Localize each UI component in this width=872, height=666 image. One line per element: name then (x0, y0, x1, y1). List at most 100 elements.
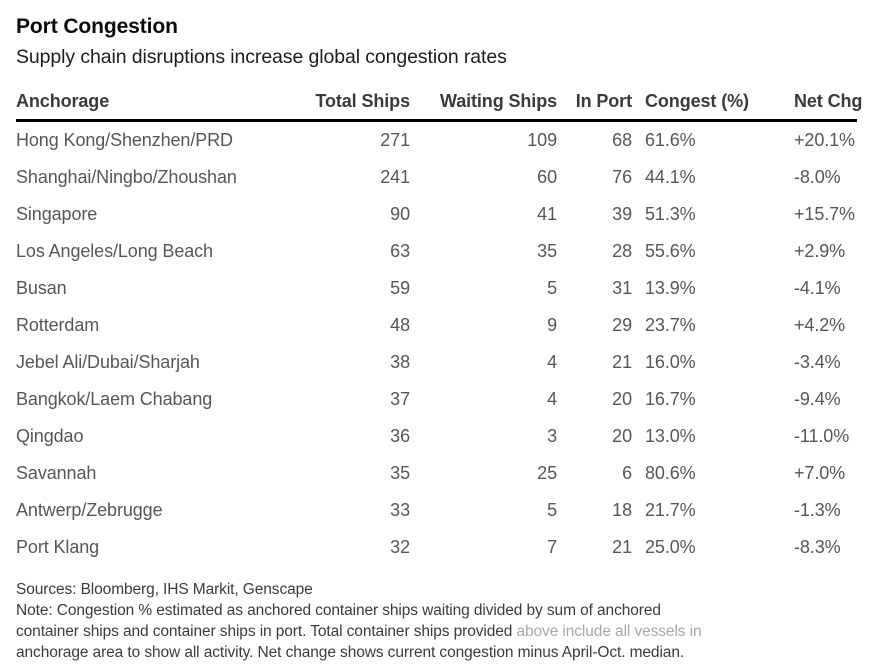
in-port-cell: 28 (612, 240, 632, 261)
anchorage-cell: Qingdao (16, 425, 84, 446)
note-line-2-faded: above include all vessels in (516, 622, 702, 640)
waiting-ships-cell: 4 (547, 388, 557, 409)
total-ships-cell: 38 (390, 351, 410, 372)
table-row: Busan 59 5 31 13.9% -4.1% (16, 270, 857, 307)
in-port-cell: 68 (612, 129, 632, 150)
footer: Sources: Bloomberg, IHS Markit, Genscape… (16, 579, 857, 663)
congest-cell: 13.9% (645, 277, 696, 298)
waiting-ships-cell: 60 (537, 166, 557, 187)
in-port-cell: 20 (612, 425, 632, 446)
note-line-2: container ships and container ships in p… (16, 621, 857, 642)
in-port-cell: 39 (612, 203, 632, 224)
table-row: Antwerp/Zebrugge 33 5 18 21.7% -1.3% (16, 492, 857, 529)
waiting-ships-cell: 41 (537, 203, 557, 224)
column-header-total-ships: Total Ships (315, 90, 410, 111)
net-chg-cell: -3.4% (794, 351, 841, 372)
anchorage-cell: Busan (16, 277, 67, 298)
congest-cell: 16.0% (645, 351, 696, 372)
anchorage-cell: Hong Kong/Shenzhen/PRD (16, 129, 233, 150)
table-row: Savannah 35 25 6 80.6% +7.0% (16, 455, 857, 492)
table-row: Los Angeles/Long Beach 63 35 28 55.6% +2.9% (16, 233, 857, 270)
anchorage-cell: Savannah (16, 462, 97, 483)
net-chg-cell: +2.9% (794, 240, 846, 261)
total-ships-cell: 271 (380, 129, 410, 150)
total-ships-cell: 59 (390, 277, 410, 298)
net-chg-cell: -4.1% (794, 277, 841, 298)
table-row: Port Klang 32 7 21 25.0% -8.3% (16, 529, 857, 566)
anchorage-cell: Bangkok/Laem Chabang (16, 388, 213, 409)
sources-text: Sources: Bloomberg, IHS Markit, Genscape (16, 580, 313, 598)
total-ships-cell: 36 (390, 425, 410, 446)
congest-cell: 55.6% (645, 240, 696, 261)
net-chg-cell: -9.4% (794, 388, 841, 409)
total-ships-cell: 33 (390, 499, 410, 520)
waiting-ships-cell: 5 (547, 277, 557, 298)
in-port-cell: 20 (612, 388, 632, 409)
total-ships-cell: 32 (390, 536, 410, 557)
in-port-cell: 21 (612, 536, 632, 557)
note-line-2-main: container ships and container ships in p… (16, 622, 517, 640)
total-ships-cell: 90 (390, 203, 410, 224)
anchorage-cell: Rotterdam (16, 314, 100, 335)
column-header-congest: Congest (%) (645, 90, 749, 111)
congest-cell: 80.6% (645, 462, 696, 483)
anchorage-cell: Singapore (16, 203, 98, 224)
column-header-waiting-ships: Waiting Ships (439, 90, 557, 111)
anchorage-cell: Los Angeles/Long Beach (16, 240, 213, 261)
waiting-ships-cell: 3 (547, 425, 557, 446)
congestion-table: Anchorage Total Ships Waiting Ships In P… (16, 82, 863, 566)
net-chg-cell: -8.3% (794, 536, 841, 557)
table-row: Singapore 90 41 39 51.3% +15.7% (16, 196, 857, 233)
table-row: Bangkok/Laem Chabang 37 4 20 16.7% -9.4% (16, 381, 857, 418)
congest-cell: 23.7% (645, 314, 696, 335)
table-row: Shanghai/Ningbo/Zhoushan 241 60 76 44.1% -8.0… (16, 159, 857, 196)
page-subtitle: Supply chain disruptions increase global… (16, 46, 507, 69)
in-port-cell: 76 (612, 166, 632, 187)
in-port-cell: 29 (612, 314, 632, 335)
anchorage-cell: Jebel Ali/Dubai/Sharjah (16, 351, 200, 372)
anchorage-cell: Shanghai/Ningbo/Zhoushan (16, 166, 237, 187)
waiting-ships-cell: 35 (537, 240, 557, 261)
in-port-cell: 21 (612, 351, 632, 372)
total-ships-cell: 63 (390, 240, 410, 261)
table-header-row: Anchorage Total Ships Waiting Ships In P… (16, 82, 863, 122)
total-ships-cell: 35 (390, 462, 410, 483)
congest-cell: 25.0% (645, 536, 696, 557)
in-port-cell: 6 (622, 462, 632, 483)
table-row: Hong Kong/Shenzhen/PRD 271 109 68 61.6% +20.1… (16, 122, 857, 159)
total-ships-cell: 48 (390, 314, 410, 335)
anchorage-cell: Antwerp/Zebrugge (16, 499, 163, 520)
column-header-net-chg: Net Chg (794, 90, 863, 111)
waiting-ships-cell: 9 (547, 314, 557, 335)
net-chg-cell: -11.0% (794, 425, 850, 446)
congest-cell: 21.7% (645, 499, 696, 520)
net-chg-cell: +7.0% (794, 462, 846, 483)
waiting-ships-cell: 25 (537, 462, 557, 483)
congest-cell: 13.0% (645, 425, 696, 446)
page-title: Port Congestion (16, 15, 178, 38)
waiting-ships-cell: 5 (547, 499, 557, 520)
net-chg-cell: -1.3% (794, 499, 841, 520)
net-chg-cell: +20.1% (794, 129, 855, 150)
waiting-ships-cell: 7 (547, 536, 557, 557)
in-port-cell: 31 (612, 277, 632, 298)
table-row: Jebel Ali/Dubai/Sharjah 38 4 21 16.0% -3.4% (16, 344, 857, 381)
congest-cell: 51.3% (645, 203, 696, 224)
net-chg-cell: +15.7% (794, 203, 855, 224)
congest-cell: 16.7% (645, 388, 696, 409)
table-row: Qingdao 36 3 20 13.0% -11.0% (16, 418, 857, 455)
in-port-cell: 18 (612, 499, 632, 520)
table-row: Rotterdam 48 9 29 23.7% +4.2% (16, 307, 857, 344)
congest-cell: 61.6% (645, 129, 696, 150)
table-body: Hong Kong/Shenzhen/PRD 271 109 68 61.6% +20.1… (16, 122, 857, 566)
total-ships-cell: 241 (380, 166, 410, 187)
column-header-anchorage: Anchorage (16, 90, 110, 111)
total-ships-cell: 37 (390, 388, 410, 409)
net-chg-cell: -8.0% (794, 166, 841, 187)
note-line-3: anchorage area to show all activity. Net… (16, 643, 685, 661)
congest-cell: 44.1% (645, 166, 696, 187)
net-chg-cell: +4.2% (794, 314, 846, 335)
waiting-ships-cell: 4 (547, 351, 557, 372)
waiting-ships-cell: 109 (527, 129, 557, 150)
